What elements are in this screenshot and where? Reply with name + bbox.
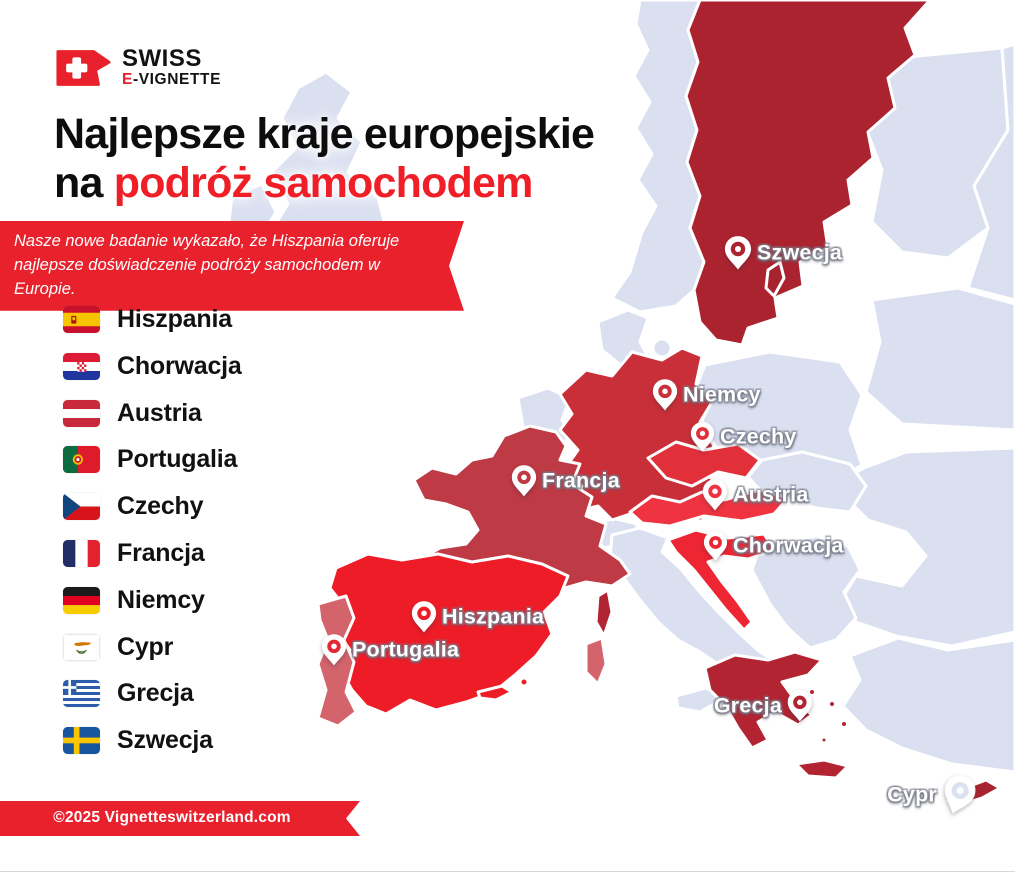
swiss-flag-icon — [56, 49, 111, 86]
map-label-cypr: Cypr — [887, 775, 976, 816]
legend-item-label: Niemcy — [117, 585, 205, 614]
map-baltics — [864, 286, 1015, 432]
map-island-gotland — [764, 260, 786, 298]
map-label-text: Francja — [542, 468, 620, 493]
location-pin-icon — [511, 465, 537, 497]
legend-item-label: Portugalia — [117, 445, 238, 474]
legend-item: Cypr — [63, 632, 242, 661]
map-label-czechy: Czechy — [690, 422, 796, 453]
spain-flag-icon — [63, 306, 100, 333]
map-label-austria: Austria — [702, 479, 808, 512]
footer-ribbon: ©2025 Vignetteswitzerland.com — [0, 801, 360, 836]
subtitle-line2: najlepsze doświadczenie podróży samochod… — [14, 255, 380, 298]
brand-line1: SWISS — [122, 45, 202, 72]
legend-item: Szwecja — [63, 726, 242, 755]
map-hungary-slovakia — [746, 450, 868, 514]
map-aegean-island — [839, 719, 849, 729]
map-balkans — [750, 534, 862, 650]
map-island-corsica — [594, 588, 614, 638]
map-country-czechia — [646, 440, 762, 488]
location-pin-icon — [690, 422, 715, 452]
location-pin-icon — [703, 531, 728, 561]
page-title: Najlepsze kraje europejskie na podróż sa… — [54, 110, 595, 209]
legend-item: Niemcy — [63, 585, 242, 614]
map-label-text: Szwecja — [757, 240, 843, 265]
map-label-text: Austria — [733, 482, 809, 507]
map-label-text: Hiszpania — [442, 604, 545, 629]
croatia-flag-icon — [63, 352, 100, 380]
title-line1: Najlepsze kraje europejskie — [54, 110, 595, 158]
location-pin-icon — [321, 634, 347, 666]
legend-item: Austria — [63, 398, 242, 427]
map-label-niemcy: Niemcy — [652, 379, 761, 412]
map-label-text: Grecja — [713, 693, 782, 718]
france-flag-icon — [63, 539, 100, 567]
country-legend: Hiszpania Chorwacja Austria Portugalia C… — [63, 305, 242, 774]
subtitle-line1: Nasze nowe badanie wykazało, że Hiszpani… — [14, 232, 400, 250]
map-label-grecja: Grecja — [714, 690, 813, 723]
footer-text: ©2025 Vignetteswitzerland.com — [53, 809, 291, 826]
legend-item-label: Grecja — [117, 679, 194, 708]
cyprus-flag-icon — [63, 633, 100, 661]
legend-item: Czechy — [63, 492, 242, 521]
sweden-flag-icon — [63, 727, 100, 755]
legend-item: Grecja — [63, 679, 242, 708]
map-denmark-island — [651, 337, 673, 359]
map-label-szwecja: Szwecja — [724, 236, 842, 271]
legend-item: Chorwacja — [63, 351, 242, 380]
map-label-text: Portugalia — [352, 637, 460, 662]
map-label-chorwacja: Chorwacja — [703, 531, 844, 562]
germany-flag-icon — [63, 586, 100, 614]
title-line2-highlight: podróż samochodem — [113, 159, 534, 208]
czechia-flag-icon — [63, 493, 100, 521]
brand-name: SWISS E-VIGNETTE — [122, 45, 222, 88]
map-label-text: Czechy — [720, 424, 797, 449]
legend-item-label: Cypr — [117, 632, 174, 661]
location-pin-icon — [411, 601, 437, 633]
map-aegean-island — [827, 699, 837, 709]
map-label-text: Chorwacja — [733, 533, 844, 558]
legend-item: Portugalia — [63, 445, 242, 474]
legend-item: Hiszpania — [63, 305, 242, 333]
location-pin-icon — [652, 379, 678, 411]
map-island-menorca — [518, 676, 530, 688]
legend-item-label: Chorwacja — [117, 351, 242, 380]
brand-line2: E-VIGNETTE — [122, 70, 222, 88]
legend-item: Francja — [63, 538, 242, 567]
map-country-austria — [628, 488, 790, 528]
legend-item-label: Szwecja — [117, 726, 213, 755]
legend-item-label: Francja — [117, 538, 205, 567]
map-label-francja: Francja — [511, 465, 620, 498]
title-line2-prefix: na — [54, 159, 114, 208]
brand-line2-rest: -VIGNETTE — [132, 70, 222, 88]
map-russia — [966, 42, 1015, 302]
map-country-greece — [703, 650, 824, 750]
map-aegean-island — [819, 735, 829, 745]
map-label-text: Cypr — [887, 782, 937, 807]
map-aegean-island — [807, 687, 817, 697]
legend-item-label: Czechy — [117, 492, 204, 521]
austria-flag-icon — [63, 399, 100, 427]
map-label-text: Niemcy — [683, 382, 761, 407]
map-label-hiszpania: Hiszpania — [411, 601, 544, 634]
brand-line2-accent: E — [122, 70, 133, 88]
map-island-crete — [794, 758, 850, 780]
map-islands-balearics — [476, 684, 514, 702]
map-country-croatia — [666, 528, 776, 632]
title-line2: na podróż samochodem — [54, 159, 594, 208]
location-pin-icon — [724, 236, 752, 270]
subtitle-ribbon: Nasze nowe badanie wykazało, że Hiszpani… — [0, 221, 464, 311]
map-turkey — [841, 636, 1015, 774]
legend-item-label: Austria — [117, 398, 202, 427]
location-pin-icon — [787, 690, 813, 722]
brand-logo: SWISS E-VIGNETTE — [55, 45, 222, 88]
map-label-portugalia: Portugalia — [321, 634, 459, 667]
legend-item-label: Hiszpania — [117, 305, 232, 333]
portugal-flag-icon — [63, 446, 100, 474]
location-pin-icon — [702, 479, 728, 511]
location-pin-icon — [944, 775, 976, 814]
greece-flag-icon — [63, 680, 100, 708]
map-island-sardinia — [584, 636, 608, 686]
